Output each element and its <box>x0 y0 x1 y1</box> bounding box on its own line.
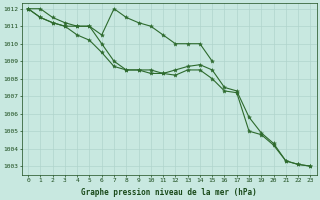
X-axis label: Graphe pression niveau de la mer (hPa): Graphe pression niveau de la mer (hPa) <box>81 188 257 197</box>
